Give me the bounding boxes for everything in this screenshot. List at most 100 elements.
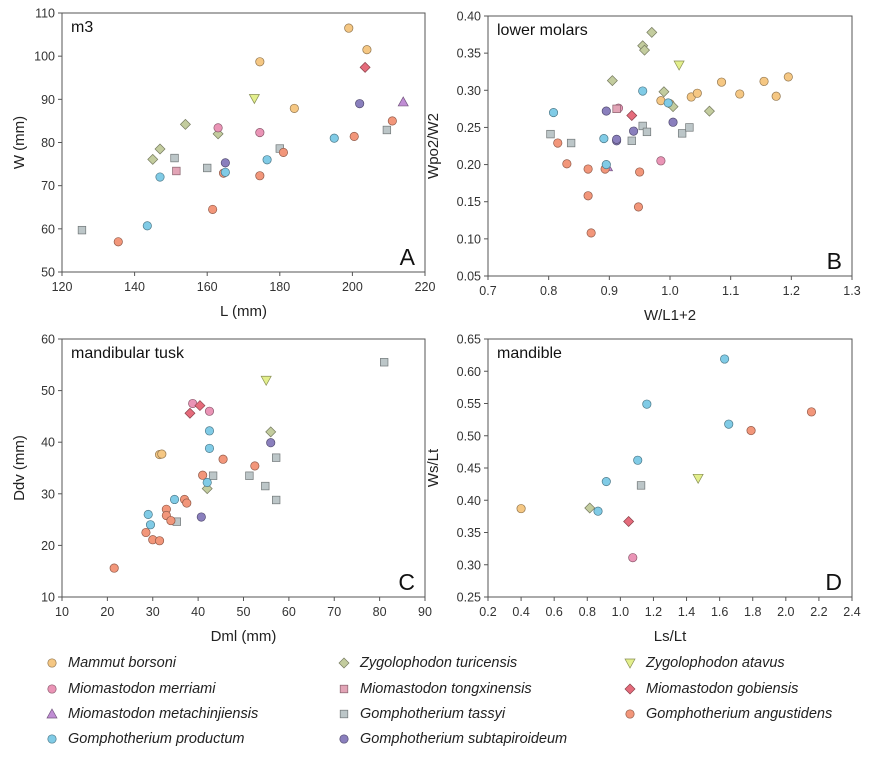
legend-label: Gomphotherium productum (68, 731, 245, 747)
data-point-za (260, 375, 272, 387)
data-point-gt (627, 136, 636, 145)
x-tick-label: 160 (197, 280, 218, 294)
y-tick-label: 100 (34, 50, 55, 64)
data-point-gp (638, 86, 648, 96)
data-point-mb (692, 88, 702, 98)
data-point-gs (196, 512, 206, 522)
legend-label: Miomastodon gobiensis (646, 681, 799, 697)
data-point-gs (266, 438, 276, 448)
data-point-ga (586, 228, 596, 238)
legend-label: Zygolophodon atavus (646, 655, 785, 671)
data-point-mg (626, 110, 638, 122)
y-tick-label: 0.30 (457, 558, 481, 572)
data-point-mb (157, 449, 167, 459)
data-point-mg (623, 516, 635, 528)
panel-D: 0.2 0.4 0.6 0.8 1.0 1.2 1.4 1.6 1.8 2.0 2.2 2.4 0.25… (425, 333, 861, 646)
x-tick-label: 2.2 (810, 605, 827, 619)
x-axis-label: W/L1+2 (644, 307, 696, 324)
data-point-gt (677, 129, 687, 138)
data-point-gp (642, 399, 652, 409)
y-tick-label: 0.25 (457, 591, 481, 605)
legend-marker (624, 683, 636, 695)
legend-marker-shape (47, 734, 57, 744)
x-tick-label: 40 (191, 605, 205, 619)
legend-item: Zygolophodon turicensis (336, 652, 517, 674)
data-point-zt (147, 153, 159, 165)
data-point-gt (272, 495, 281, 505)
y-axis-label: W (mm) (11, 116, 28, 169)
y-tick-label: 110 (35, 7, 55, 21)
legend-marker (47, 658, 57, 668)
y-tick-label: 70 (41, 179, 55, 193)
y-tick-label: 60 (41, 333, 55, 347)
panel-letter: D (825, 569, 842, 595)
data-point-zt (658, 86, 670, 98)
data-point-ga (562, 159, 572, 169)
legend-item: Gomphotherium tassyi (336, 703, 505, 725)
y-tick-label: 0.35 (457, 526, 481, 540)
x-tick-label: 200 (342, 280, 363, 294)
x-tick-label: 0.6 (545, 605, 562, 619)
y-tick-label: 0.60 (457, 365, 481, 379)
legend-marker (339, 734, 349, 744)
data-point-gp (720, 354, 730, 364)
legend-marker (338, 657, 350, 669)
y-tick-label: 80 (41, 136, 55, 150)
data-point-ga (635, 167, 645, 177)
data-point-ga (746, 426, 756, 436)
x-tick-label: 0.8 (579, 605, 596, 619)
data-point-gt (636, 481, 646, 490)
y-tick-label: 0.55 (457, 397, 481, 411)
x-tick-label: 0.7 (479, 284, 496, 298)
y-tick-label: 50 (41, 266, 55, 280)
y-tick-label: 0.40 (457, 10, 481, 24)
data-point-gt (245, 471, 254, 480)
x-tick-label: 2.4 (843, 605, 860, 619)
data-point-gs (612, 134, 622, 144)
data-point-gp (145, 520, 156, 530)
data-point-gp (202, 477, 212, 487)
data-point-mt (612, 104, 621, 114)
legend-label: Gomphotherium angustidens (646, 706, 833, 722)
data-point-mb (289, 103, 299, 113)
legend-item: Miomastodon tongxinensis (336, 678, 532, 700)
data-point-gp (601, 476, 611, 487)
data-point-ga (141, 527, 151, 538)
data-point-ga (806, 407, 817, 417)
y-tick-label: 0.40 (457, 494, 481, 508)
panel-letter: A (400, 244, 416, 270)
data-point-zt (639, 44, 651, 56)
data-point-ga (182, 498, 192, 508)
data-point-gp (601, 160, 611, 170)
data-point-zt (154, 143, 166, 155)
x-tick-label: 180 (269, 280, 290, 294)
y-tick-label: 30 (41, 487, 55, 501)
data-point-gt (272, 453, 281, 462)
data-point-ga (387, 116, 397, 126)
data-point-gp (633, 455, 643, 465)
data-point-mm (656, 156, 666, 166)
y-tick-label: 0.50 (457, 429, 481, 443)
legend-marker-shape (46, 708, 58, 719)
data-point-mm (213, 123, 223, 133)
panel-A: 120 140 160 180 200 220 50 60 70 80 90 100 110 L (mm)… (11, 7, 435, 321)
x-tick-label: 2.0 (777, 605, 794, 619)
data-point-zt (265, 426, 277, 438)
x-tick-label: 80 (373, 605, 387, 619)
figure: 120 140 160 180 200 220 50 60 70 80 90 100 110 L (mm)… (11, 7, 861, 646)
data-point-gt (382, 125, 392, 135)
x-tick-label: 1.8 (744, 605, 761, 619)
y-tick-label: 0.20 (457, 158, 481, 172)
x-axis-label: Dml (mm) (211, 628, 277, 645)
data-point-mb (771, 91, 781, 101)
data-point-mm (255, 128, 265, 138)
legend-label: Miomastodon merriami (68, 681, 216, 697)
legend-label: Mammut borsoni (68, 655, 176, 671)
data-point-mc (397, 96, 409, 107)
data-point-zt (703, 105, 715, 117)
y-tick-label: 20 (41, 539, 55, 553)
x-tick-label: 220 (415, 280, 436, 294)
legend-marker (339, 709, 349, 719)
x-tick-label: 20 (100, 605, 114, 619)
legend-marker-shape (624, 683, 636, 695)
